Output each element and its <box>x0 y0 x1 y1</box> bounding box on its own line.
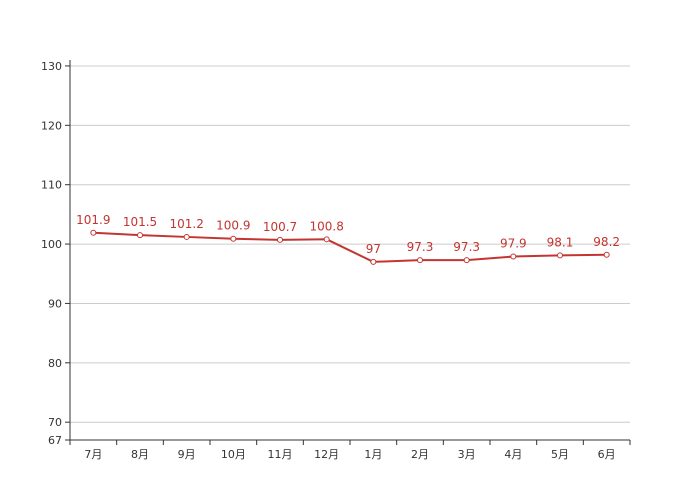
y-tick-label: 80 <box>48 357 62 370</box>
x-tick-label: 7月 <box>84 448 102 461</box>
data-point <box>463 257 470 264</box>
data-label: 101.5 <box>123 215 157 229</box>
x-tick-label: 5月 <box>551 448 569 461</box>
data-points <box>90 229 610 265</box>
x-tick-label: 3月 <box>458 448 476 461</box>
series-line <box>93 231 607 263</box>
x-tick-label: 11月 <box>268 448 293 461</box>
x-tick-label: 2月 <box>411 448 429 461</box>
data-point <box>230 235 237 242</box>
data-point <box>557 252 563 259</box>
data-label: 100.9 <box>216 219 250 233</box>
data-label: 98.1 <box>547 235 574 249</box>
y-tick-label: 100 <box>41 238 62 251</box>
data-point <box>417 257 423 264</box>
data-point <box>137 232 143 239</box>
data-label: 101.9 <box>76 213 110 227</box>
data-point <box>510 253 517 260</box>
y-tick-label: 120 <box>41 119 62 132</box>
x-tick-label: 1月 <box>364 448 382 461</box>
x-tick-label: 12月 <box>314 448 339 461</box>
x-tick-label: 6月 <box>598 448 616 461</box>
data-point <box>603 251 610 258</box>
data-label: 97.3 <box>453 240 480 254</box>
grid-lines <box>70 65 630 423</box>
data-point <box>370 258 377 265</box>
data-label: 98.2 <box>593 235 620 249</box>
data-label: 100.8 <box>309 219 343 233</box>
y-tick-label: 90 <box>48 297 62 310</box>
y-tick-label: 67 <box>48 434 62 447</box>
data-labels: 101.9 101.5 101.2 100.9 100.7 100.8 97 97.3 97.3… <box>76 213 620 256</box>
data-point <box>90 229 97 236</box>
x-tick-label: 9月 <box>178 448 196 461</box>
data-point <box>183 233 190 240</box>
data-label: 101.2 <box>169 217 203 231</box>
data-label: 100.7 <box>263 220 297 234</box>
y-tick-label: 110 <box>41 179 62 192</box>
x-tick-label: 10月 <box>221 448 246 461</box>
y-tick-label: 130 <box>41 60 62 73</box>
data-point <box>277 236 283 243</box>
data-label: 97 <box>366 242 381 256</box>
y-axis-ticks: 130 120 110 100 90 80 70 67 <box>41 60 70 447</box>
data-point <box>323 236 330 243</box>
data-label: 97.3 <box>407 240 434 254</box>
x-tick-label: 4月 <box>504 448 522 461</box>
x-axis-ticks: 7月 8月 9月 10月 11月 12月 1月 2月 3月 4月 5月 6月 <box>69 440 631 461</box>
series-line-layer <box>93 231 607 263</box>
data-label: 97.9 <box>500 237 527 251</box>
x-tick-label: 8月 <box>131 448 149 461</box>
y-tick-label: 70 <box>48 416 62 429</box>
